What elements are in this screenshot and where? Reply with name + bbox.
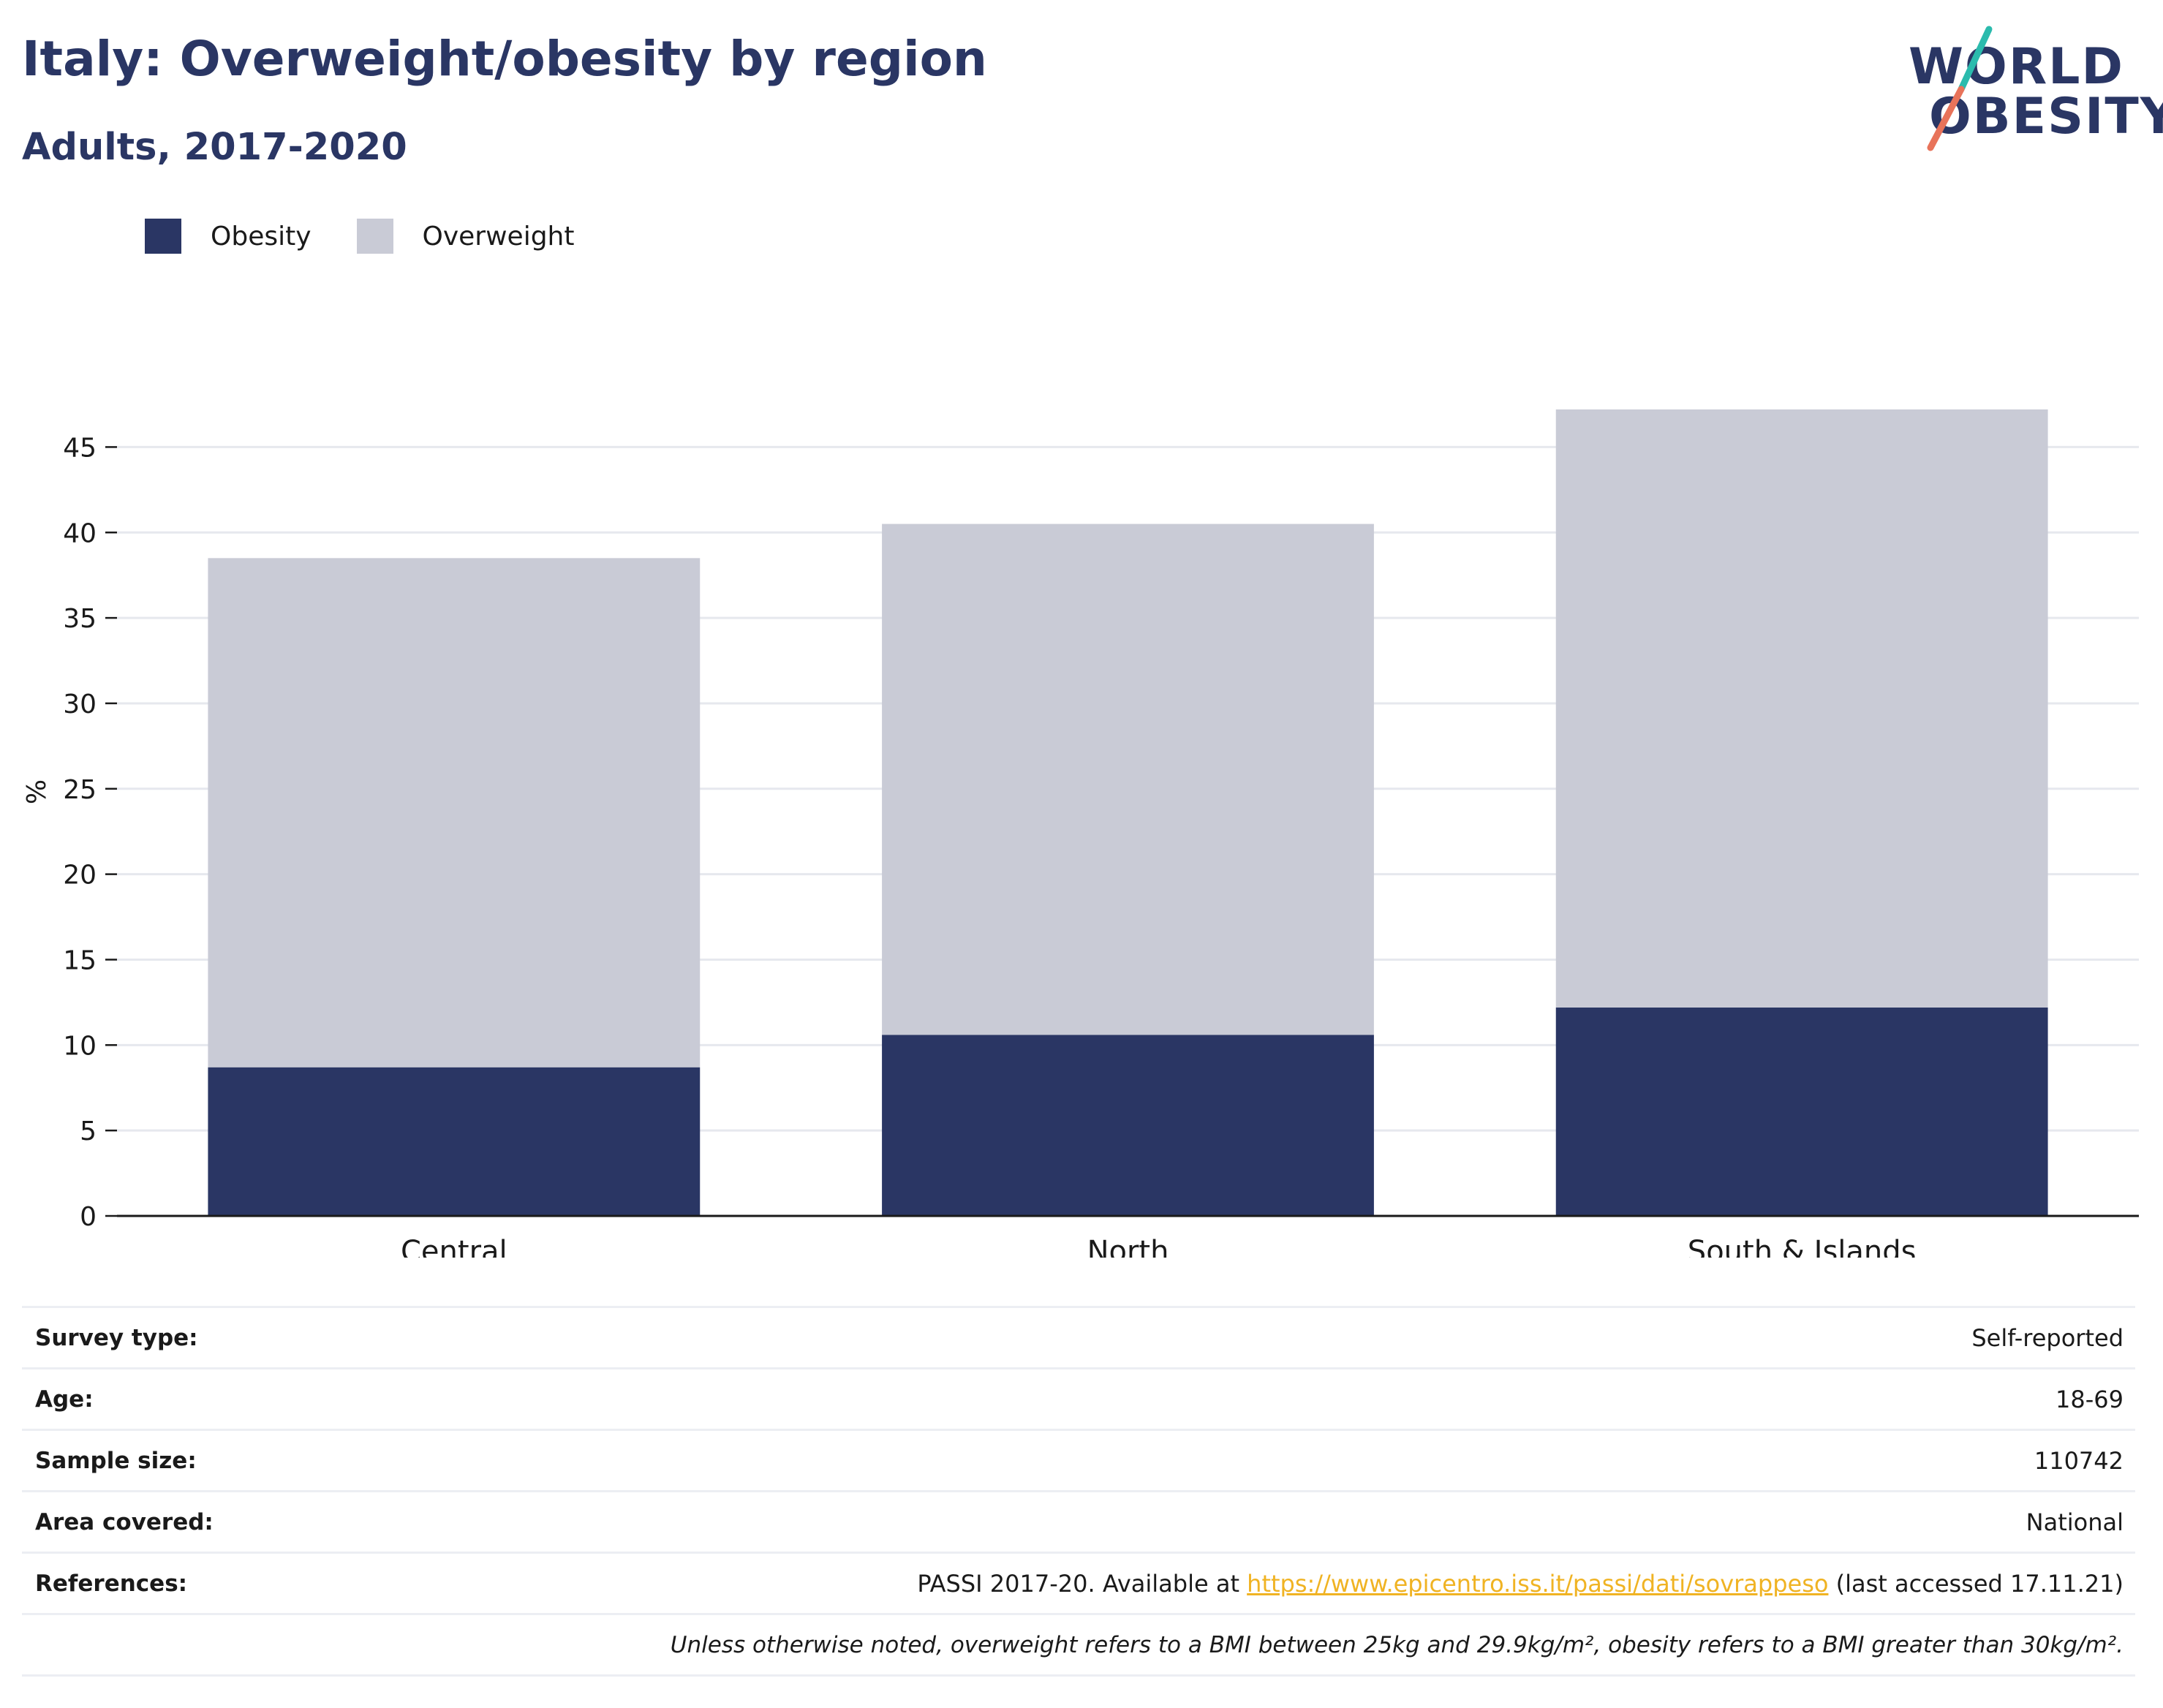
logo-line-1: WORLD [1909,38,2124,96]
logo-line-2: OBESITY [1929,88,2163,146]
meta-key-age: Age: [35,1386,94,1413]
bar-overweight-2[interactable] [882,524,1374,1035]
bar-overweight-1[interactable] [208,558,701,1068]
y-tick-label: 25 [63,775,97,805]
chart-subtitle: Adults, 2017-2020 [22,126,407,169]
logo-slash-icon [1927,26,1993,151]
chart-legend: Obesity Overweight [145,218,619,254]
meta-row-references: References: PASSI 2017-20. Available at … [22,1554,2135,1615]
y-tick-label: 45 [63,433,97,463]
y-axis-label: % [22,779,52,804]
legend-swatch-overweight [356,219,393,254]
bar-obesity-1[interactable] [208,1067,701,1216]
references-link[interactable]: https://www.epicentro.iss.it/passi/dati/… [1247,1569,1829,1598]
x-tick-label: South & Islands [1688,1235,1917,1258]
bar-overweight-3[interactable] [1555,409,2048,1008]
y-tick-label: 5 [80,1116,97,1146]
world-obesity-logo: WORLD OBESITY [1909,23,2163,155]
meta-value-survey-type: Self-reported [1971,1323,2124,1352]
y-tick-label: 40 [63,518,97,548]
y-tick-label: 30 [63,689,97,719]
meta-key-area: Area covered: [35,1508,214,1535]
meta-row-sample-size: Sample size: 110742 [22,1431,2135,1492]
chart-title: Italy: Overweight/obesity by region [22,31,987,87]
meta-value-age: 18-69 [2056,1385,2124,1413]
bmi-footnote: Unless otherwise noted, overweight refer… [22,1615,2135,1677]
meta-value-area: National [2026,1508,2124,1536]
legend-label-overweight: Overweight [422,221,575,252]
legend-item-obesity[interactable]: Obesity [145,219,312,254]
bar-obesity-3[interactable] [1555,1007,2048,1216]
x-tick-label: Central [401,1235,507,1258]
legend-item-overweight[interactable]: Overweight [356,219,575,254]
references-suffix: (last accessed 17.11.21) [1835,1569,2124,1598]
legend-label-obesity: Obesity [211,221,312,252]
legend-swatch-obesity [145,219,181,254]
references-prefix: PASSI 2017-20. Available at [917,1569,1239,1598]
meta-row-area: Area covered: National [22,1492,2135,1554]
y-tick-label: 15 [63,945,97,975]
bar-obesity-2[interactable] [882,1035,1374,1216]
x-tick-label: North [1087,1235,1169,1258]
y-tick-label: 0 [80,1202,97,1232]
meta-value-references: PASSI 2017-20. Available at https://www.… [917,1570,2135,1598]
bar-chart: 0 5 10 15 20 25 30 35 40 45 Central North South & Is… [22,409,2139,1258]
y-tick-label: 10 [63,1031,97,1061]
axes: 0 5 10 15 20 25 30 35 40 45 Central North South & Is… [63,433,2139,1258]
meta-key-sample-size: Sample size: [35,1447,197,1474]
meta-row-age: Age: 18-69 [22,1369,2135,1431]
bars [208,409,2048,1216]
meta-key-references: References: [35,1570,188,1597]
meta-key-survey-type: Survey type: [35,1324,198,1351]
metadata-table: Survey type: Self-reported Age: 18-69 Sa… [22,1306,2135,1677]
meta-value-sample-size: 110742 [2034,1446,2124,1475]
meta-row-survey-type: Survey type: Self-reported [22,1306,2135,1369]
y-tick-label: 35 [63,604,97,634]
y-tick-label: 20 [63,861,97,891]
